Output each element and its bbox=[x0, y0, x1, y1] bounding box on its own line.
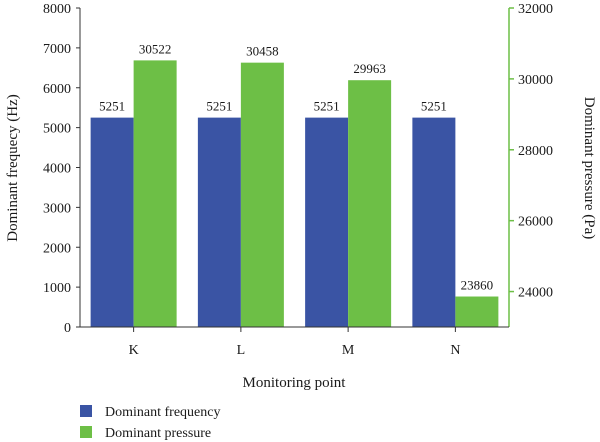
legend-swatch-dominant-frequency bbox=[80, 405, 92, 417]
data-label-dominant-pressure-l: 30458 bbox=[246, 44, 279, 59]
y-right-tick-label-32000: 32000 bbox=[518, 2, 553, 17]
x-tick-label-m: M bbox=[342, 343, 355, 358]
data-label-dominant-pressure-m: 29963 bbox=[353, 61, 386, 76]
x-tick-label-n: N bbox=[450, 343, 460, 358]
data-label-dominant-frequency-l: 5251 bbox=[206, 99, 232, 114]
data-label-dominant-pressure-n: 23860 bbox=[461, 278, 494, 293]
x-tick-label-k: K bbox=[129, 343, 139, 358]
bar-dominant-pressure-k bbox=[133, 60, 177, 327]
legend-label-dominant-pressure: Dominant pressure bbox=[105, 426, 211, 441]
bar-dominant-frequency-n bbox=[412, 117, 456, 328]
legend: Dominant frequency Dominant pressure bbox=[80, 405, 220, 441]
legend-swatch-dominant-pressure bbox=[80, 426, 92, 438]
y-left-tick-label-1000: 1000 bbox=[43, 281, 71, 296]
bar-dominant-frequency-k bbox=[90, 117, 134, 328]
data-label-dominant-frequency-n: 5251 bbox=[421, 99, 447, 114]
y-left-tick-label-5000: 5000 bbox=[43, 122, 71, 137]
bar-dominant-pressure-l bbox=[240, 62, 284, 327]
bar-dominant-frequency-l bbox=[197, 117, 241, 328]
y-right-tick-label-30000: 30000 bbox=[518, 73, 553, 88]
y-axis-right-title: Dominant pressure (Pa) bbox=[581, 97, 597, 239]
bar-dominant-pressure-m bbox=[348, 80, 392, 327]
data-label-dominant-pressure-k: 30522 bbox=[139, 41, 172, 56]
x-tick-label-l: L bbox=[237, 343, 246, 358]
bar-dominant-pressure-n bbox=[455, 296, 499, 327]
y-left-tick-label-8000: 8000 bbox=[43, 2, 71, 17]
y-left-tick-label-3000: 3000 bbox=[43, 201, 71, 216]
y-left-tick-label-7000: 7000 bbox=[43, 42, 71, 57]
axes-layer: 0 1000 2000 3000 4000 5000 6000 7000 8000 24000 26… bbox=[43, 2, 553, 358]
bar-dominant-frequency-m bbox=[305, 117, 349, 328]
data-label-dominant-frequency-m: 5251 bbox=[314, 99, 340, 114]
y-axis-left-title: Dominant frequecy (Hz) bbox=[5, 94, 21, 241]
y-right-tick-label-26000: 26000 bbox=[518, 215, 553, 230]
y-left-tick-label-4000: 4000 bbox=[43, 162, 71, 177]
data-label-dominant-frequency-k: 5251 bbox=[99, 99, 125, 114]
y-right-tick-label-24000: 24000 bbox=[518, 286, 553, 301]
y-left-tick-label-6000: 6000 bbox=[43, 82, 71, 97]
bars-layer bbox=[90, 60, 499, 328]
y-left-tick-label-0: 0 bbox=[64, 321, 71, 336]
data-labels-layer: 5251 30522 5251 30458 5251 29963 5251 23860 bbox=[99, 41, 493, 292]
x-axis-title: Monitoring point bbox=[243, 375, 347, 391]
y-right-tick-label-28000: 28000 bbox=[518, 144, 553, 159]
legend-label-dominant-frequency: Dominant frequency bbox=[105, 405, 220, 420]
y-left-tick-label-2000: 2000 bbox=[43, 241, 71, 256]
